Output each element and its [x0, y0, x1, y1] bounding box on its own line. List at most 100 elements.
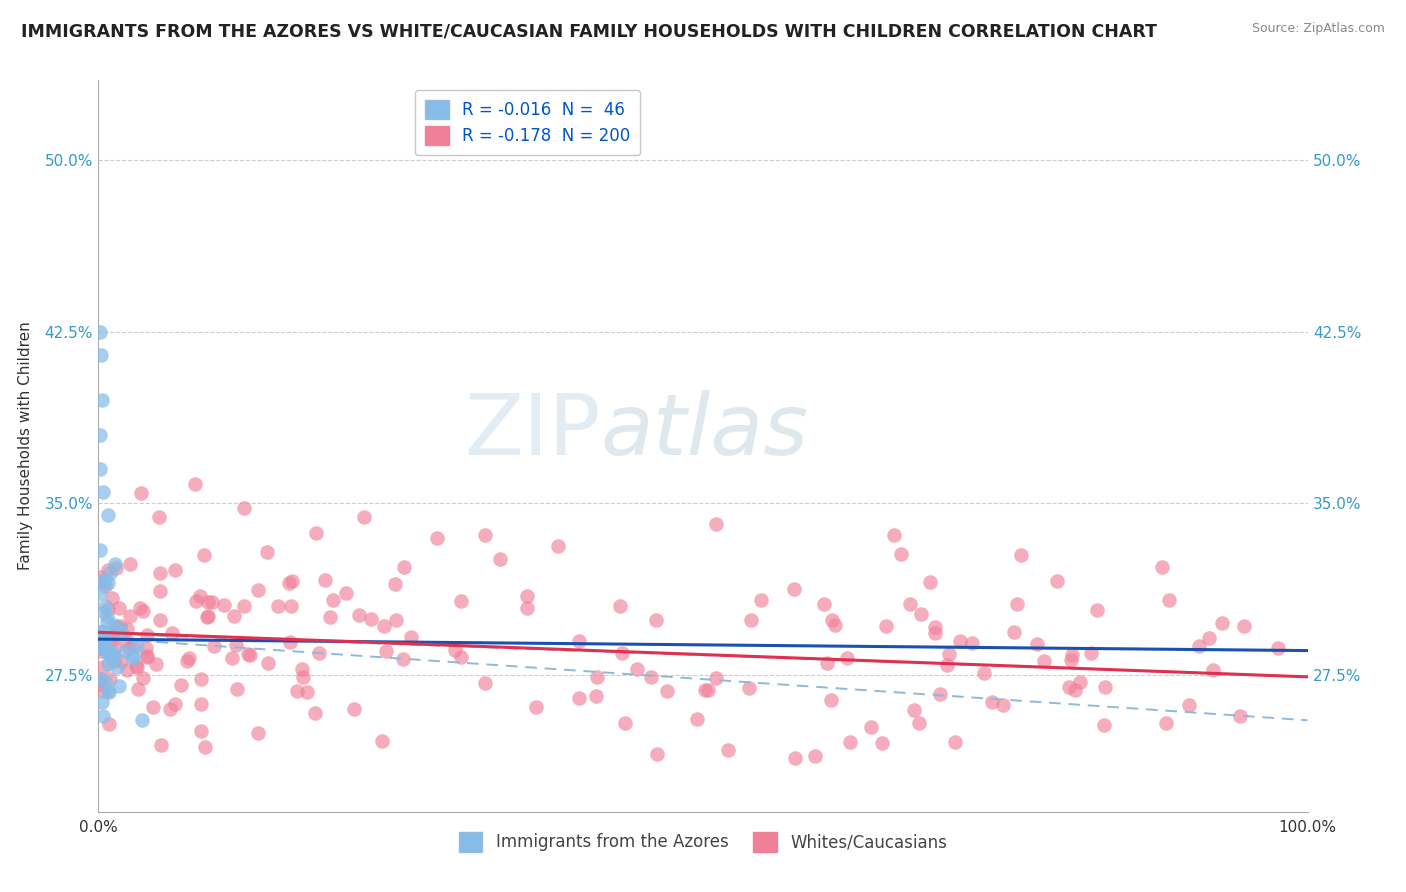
Point	[94, 673, 117, 688]
Point	[193, 548, 215, 562]
Point	[547, 539, 569, 553]
Point	[740, 613, 762, 627]
Point	[399, 630, 422, 644]
Point	[150, 739, 173, 753]
Point	[859, 720, 882, 734]
Point	[373, 619, 395, 633]
Point	[212, 599, 235, 613]
Point	[149, 613, 172, 627]
Point	[105, 660, 128, 674]
Point	[91, 484, 114, 499]
Point	[131, 714, 153, 728]
Point	[686, 712, 709, 726]
Text: Source: ZipAtlas.com: Source: ZipAtlas.com	[1251, 22, 1385, 36]
Text: atlas: atlas	[600, 390, 808, 473]
Point	[115, 663, 138, 677]
Point	[162, 625, 184, 640]
Point	[103, 618, 125, 632]
Point	[159, 702, 181, 716]
Point	[97, 576, 120, 591]
Point	[190, 672, 212, 686]
Point	[89, 625, 111, 640]
Point	[89, 672, 111, 686]
Point	[1064, 683, 1087, 698]
Point	[107, 679, 129, 693]
Point	[924, 620, 946, 634]
Point	[221, 651, 243, 665]
Point	[870, 736, 893, 750]
Point	[292, 670, 315, 684]
Point	[194, 739, 217, 754]
Point	[224, 609, 246, 624]
Point	[516, 601, 538, 615]
Point	[1198, 631, 1220, 645]
Point	[132, 604, 155, 618]
Point	[98, 566, 121, 580]
Point	[883, 527, 905, 541]
Point	[281, 574, 304, 588]
Point	[101, 627, 124, 641]
Point	[908, 715, 931, 730]
Point	[96, 615, 118, 629]
Y-axis label: Family Households with Children: Family Households with Children	[18, 322, 34, 570]
Point	[163, 697, 186, 711]
Point	[1211, 615, 1233, 630]
Point	[343, 701, 366, 715]
Point	[97, 563, 120, 577]
Point	[1010, 548, 1032, 562]
Point	[394, 559, 416, 574]
Point	[1033, 654, 1056, 668]
Point	[93, 641, 115, 656]
Point	[96, 643, 118, 657]
Point	[91, 393, 114, 408]
Point	[89, 325, 111, 339]
Point	[94, 631, 117, 645]
Point	[1157, 593, 1180, 607]
Point	[924, 626, 946, 640]
Point	[749, 592, 772, 607]
Point	[89, 672, 111, 686]
Point	[1188, 639, 1211, 653]
Point	[91, 624, 114, 639]
Point	[97, 684, 120, 698]
Point	[609, 599, 631, 614]
Point	[101, 591, 124, 605]
Point	[108, 622, 131, 636]
Point	[444, 642, 467, 657]
Point	[90, 574, 112, 588]
Point	[322, 592, 344, 607]
Point	[89, 427, 111, 442]
Point	[945, 735, 967, 749]
Point	[1080, 646, 1102, 660]
Point	[1092, 717, 1115, 731]
Point	[114, 644, 136, 658]
Point	[980, 695, 1002, 709]
Point	[1267, 640, 1289, 655]
Point	[136, 628, 159, 642]
Point	[108, 601, 131, 615]
Point	[353, 509, 375, 524]
Point	[568, 634, 591, 648]
Point	[308, 646, 330, 660]
Point	[93, 642, 115, 657]
Point	[839, 734, 862, 748]
Point	[910, 607, 932, 622]
Point	[97, 602, 120, 616]
Point	[697, 683, 720, 698]
Point	[385, 613, 408, 627]
Point	[104, 557, 127, 571]
Point	[804, 748, 827, 763]
Point	[335, 585, 357, 599]
Point	[305, 526, 328, 541]
Point	[474, 527, 496, 541]
Point	[585, 690, 607, 704]
Point	[100, 650, 122, 665]
Point	[516, 589, 538, 603]
Point	[991, 698, 1014, 713]
Point	[256, 545, 278, 559]
Point	[188, 589, 211, 603]
Point	[190, 724, 212, 739]
Point	[384, 577, 406, 591]
Point	[105, 560, 128, 574]
Point	[202, 639, 225, 653]
